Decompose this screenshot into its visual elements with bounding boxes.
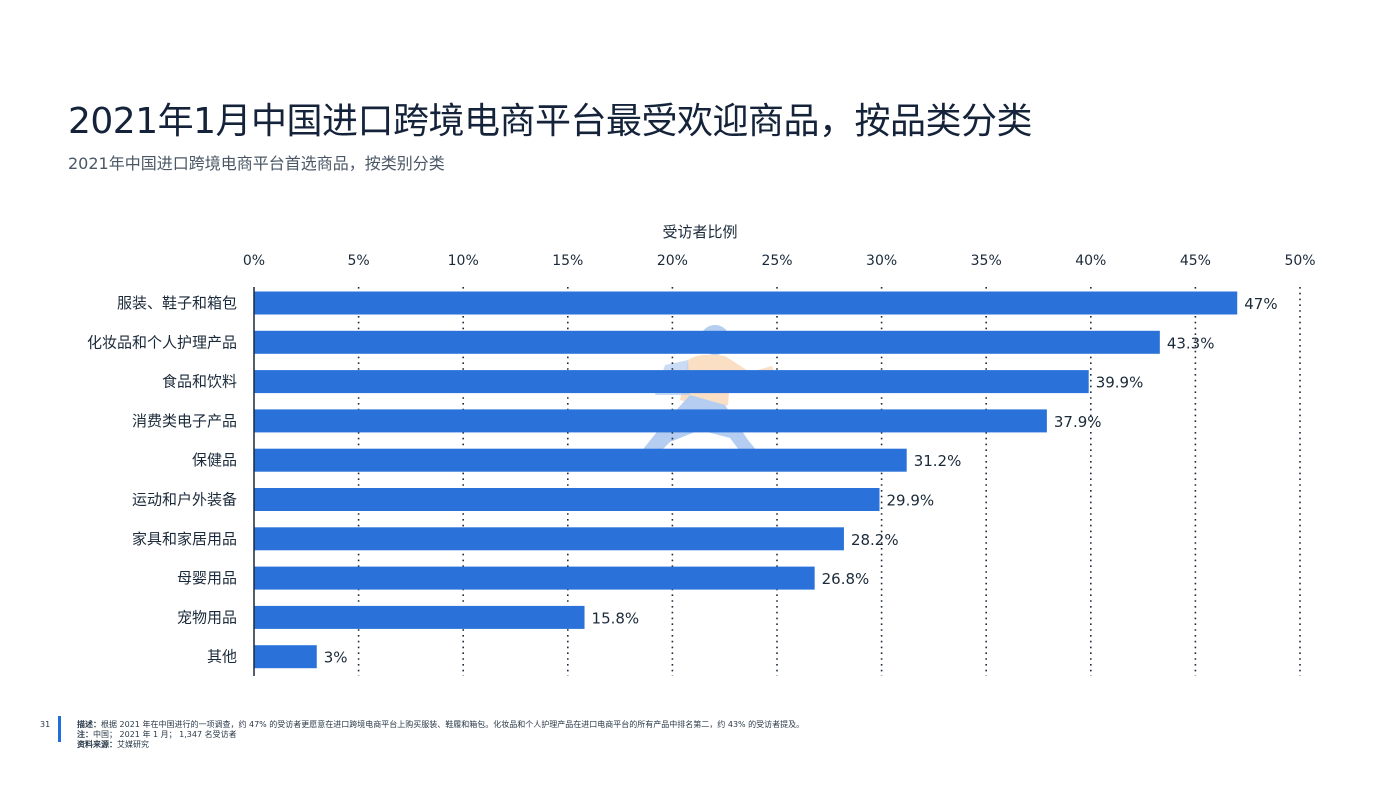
x-tick-label: 35% (971, 253, 1002, 269)
data-label: 26.8% (822, 570, 870, 588)
data-label: 39.9% (1096, 374, 1144, 392)
category-label: 服装、鞋子和箱包 (117, 294, 237, 312)
category-label: 化妆品和个人护理产品 (87, 333, 237, 351)
bar (254, 488, 880, 511)
data-label: 29.9% (887, 492, 935, 510)
category-label: 保健品 (192, 451, 237, 469)
x-tick-label: 10% (448, 253, 479, 269)
bar (254, 291, 1238, 315)
footer-accent-bar (58, 716, 61, 742)
footer: 31 描述：根据 2021 年在中国进行的一项调查，约 47% 的受访者更愿意在… (40, 716, 1340, 756)
category-label: 母婴用品 (177, 569, 237, 587)
x-tick-label: 25% (761, 253, 792, 269)
page-number: 31 (40, 720, 51, 729)
bar (254, 330, 1160, 354)
x-tick-label: 5% (347, 253, 369, 269)
bar (254, 527, 844, 551)
bar (254, 566, 815, 590)
data-label: 47% (1244, 295, 1277, 313)
page-subtitle: 2021年中国进口跨境电商平台首选商品，按类别分类 (68, 154, 445, 173)
x-tick-label: 20% (657, 253, 688, 269)
data-label: 3% (324, 649, 348, 667)
bar (254, 370, 1089, 394)
category-label: 宠物用品 (177, 608, 237, 626)
x-tick-label: 50% (1284, 253, 1315, 269)
category-label: 消费类电子产品 (132, 412, 237, 430)
page-title: 2021年1月中国进口跨境电商平台最受欢迎商品，按品类分类 (68, 101, 1033, 142)
x-axis-title: 受访者比例 (662, 223, 737, 241)
bar (254, 605, 585, 629)
bar (254, 645, 317, 669)
category-label: 运动和户外装备 (132, 491, 237, 509)
data-label: 37.9% (1054, 413, 1102, 431)
x-tick-label: 45% (1180, 253, 1211, 269)
data-label: 43.3% (1167, 334, 1215, 352)
footer-notes: 描述：根据 2021 年在中国进行的一项调查，约 47% 的受访者更愿意在进口跨… (77, 720, 804, 750)
category-label: 食品和饮料 (162, 373, 237, 391)
x-tick-label: 30% (866, 253, 897, 269)
data-label: 31.2% (914, 452, 962, 470)
category-label: 家具和家居用品 (132, 530, 237, 548)
x-tick-label: 0% (243, 253, 265, 269)
bar (254, 448, 907, 472)
bar (254, 409, 1047, 433)
data-label: 28.2% (851, 531, 899, 549)
x-tick-label: 15% (552, 253, 583, 269)
data-label: 15.8% (592, 609, 640, 627)
x-tick-label: 40% (1075, 253, 1106, 269)
footer-note: 注：中国； 2021 年 1 月； 1,347 名受访者 (77, 730, 237, 739)
footer-description: 描述：根据 2021 年在中国进行的一项调查，约 47% 的受访者更愿意在进口跨… (77, 720, 805, 729)
footer-source: 资料来源：艾媒研究 (77, 740, 149, 749)
category-label: 其他 (207, 648, 237, 666)
